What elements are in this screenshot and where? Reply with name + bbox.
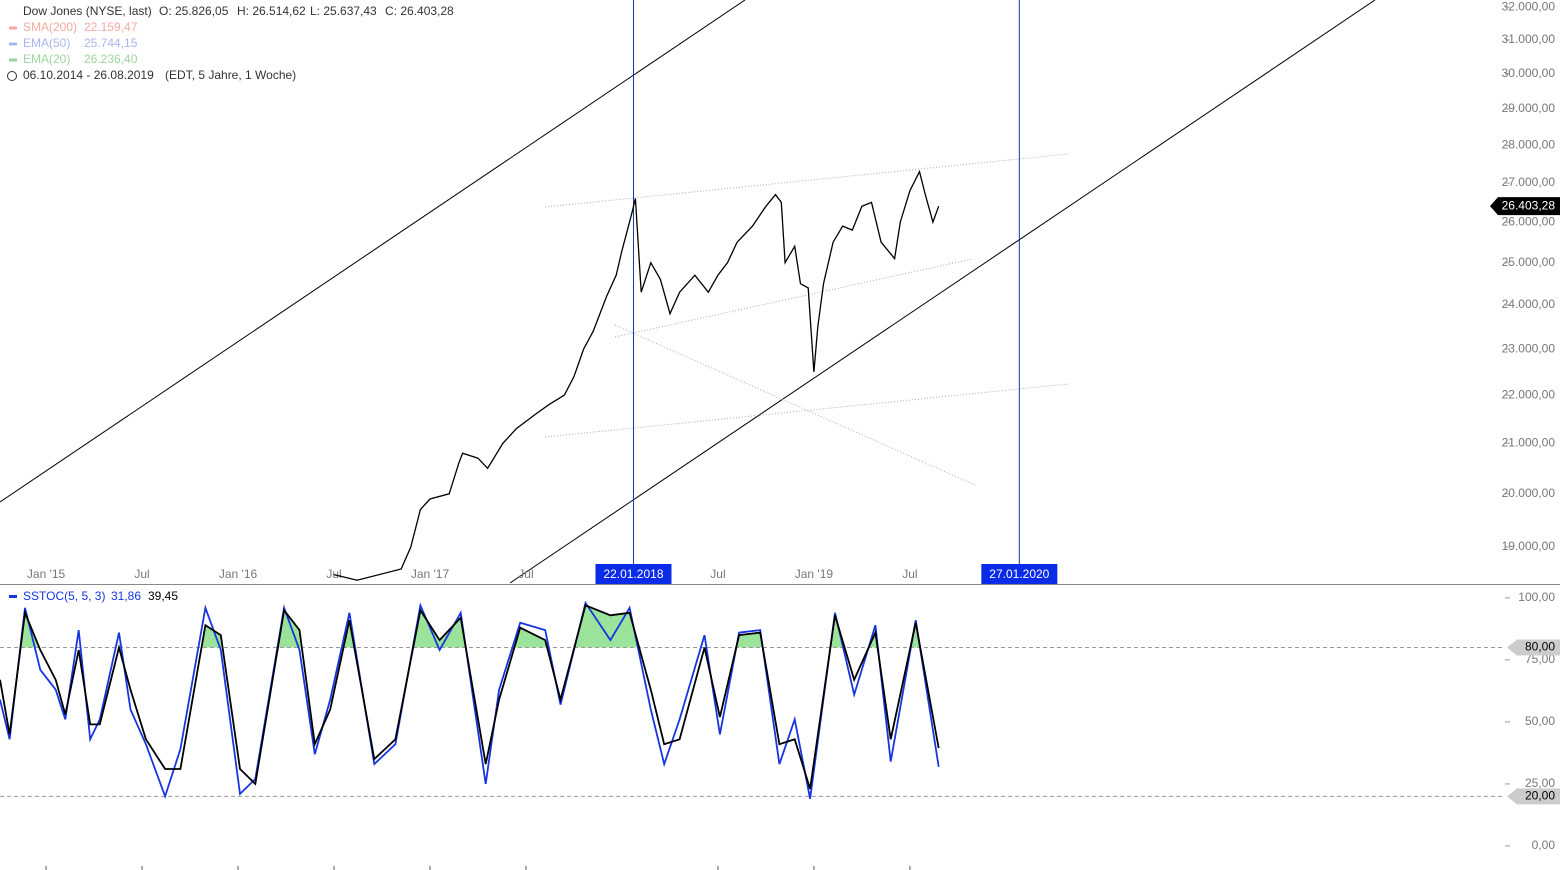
y-tick-label: 26.000,00 bbox=[1502, 214, 1556, 228]
legend-swatch bbox=[9, 26, 17, 30]
x-tick-label: Jul bbox=[710, 567, 725, 581]
y-tick-label: 25,00 bbox=[1525, 776, 1555, 790]
legend-name: SMA(200) bbox=[23, 20, 77, 34]
trend-line bbox=[509, 0, 1376, 584]
level-label: 80,00 bbox=[1525, 640, 1555, 654]
y-tick-label: 100,00 bbox=[1518, 590, 1555, 604]
x-tick-label: Jan '17 bbox=[411, 567, 450, 581]
channel-lines bbox=[544, 153, 1069, 486]
data-line bbox=[0, 600, 940, 800]
indicator-title: SSTOC(5, 5, 3) bbox=[23, 589, 105, 603]
indicator-value: 31,86 bbox=[111, 589, 141, 603]
y-tick-label: 21.000,00 bbox=[1502, 435, 1556, 449]
date-marker-box bbox=[981, 564, 1058, 584]
x-tick-label: Jul bbox=[134, 567, 149, 581]
last-price-tag bbox=[1490, 197, 1560, 216]
y-tick-label: 23.000,00 bbox=[1502, 341, 1556, 355]
x-tick-label: Jan '19 bbox=[795, 567, 834, 581]
legend-swatch bbox=[9, 42, 17, 46]
x-tick-label: Jul bbox=[326, 567, 341, 581]
data-line bbox=[333, 169, 940, 581]
last-price-label: 26.403,28 bbox=[1502, 198, 1556, 212]
channel-line bbox=[544, 383, 1069, 438]
y-tick-label: 27.000,00 bbox=[1502, 175, 1556, 189]
legend-name: EMA(20) bbox=[23, 52, 70, 66]
legend-value: 25.744,15 bbox=[84, 36, 138, 50]
y-tick-label: 0,00 bbox=[1532, 838, 1556, 852]
period: (EDT, 5 Jahre, 1 Woche) bbox=[165, 68, 296, 82]
overbought-area bbox=[20, 605, 921, 648]
channel-line bbox=[544, 153, 1069, 208]
y-tick-label: 22.000,00 bbox=[1502, 387, 1556, 401]
ohlc: O: 25.826,05 bbox=[159, 4, 229, 18]
date-marker-box bbox=[595, 564, 672, 584]
x-tick-label: Jul bbox=[902, 567, 917, 581]
ohlc: L: 25.637,43 bbox=[310, 4, 377, 18]
legend-value: 26.236,40 bbox=[84, 52, 138, 66]
y-tick-label: 20.000,00 bbox=[1502, 486, 1556, 500]
date-marker-label: 27.01.2020 bbox=[989, 567, 1049, 581]
y-tick-label: 29.000,00 bbox=[1502, 101, 1556, 115]
indicator-icon bbox=[9, 595, 17, 598]
ohlc: H: 26.514,62 bbox=[237, 4, 306, 18]
level-label: 20,00 bbox=[1525, 789, 1555, 803]
channel-line bbox=[614, 324, 976, 486]
indicator-value: 39,45 bbox=[148, 589, 178, 603]
channel-line bbox=[614, 258, 973, 338]
x-tick-label: Jan '15 bbox=[27, 567, 66, 581]
date-marker-label: 22.01.2018 bbox=[603, 567, 663, 581]
x-tick-label: Jan '16 bbox=[219, 567, 258, 581]
legend-value: 22.159,47 bbox=[84, 20, 138, 34]
y-tick-label: 31.000,00 bbox=[1502, 32, 1556, 46]
y-tick-label: 19.000,00 bbox=[1502, 539, 1556, 553]
legend-name: EMA(50) bbox=[23, 36, 70, 50]
date-range: 06.10.2014 - 26.08.2019 bbox=[23, 68, 154, 82]
y-tick-label: 32.000,00 bbox=[1502, 0, 1556, 13]
legend-swatch bbox=[9, 58, 17, 62]
y-tick-label: 28.000,00 bbox=[1502, 138, 1556, 152]
y-tick-label: 25.000,00 bbox=[1502, 255, 1556, 269]
level-tag bbox=[1507, 788, 1560, 805]
chart-title: Dow Jones (NYSE, last) bbox=[23, 4, 152, 18]
x-tick-label: Jul bbox=[518, 567, 533, 581]
level-tag bbox=[1507, 639, 1560, 656]
y-tick-label: 30.000,00 bbox=[1502, 66, 1556, 80]
y-tick-label: 75,00 bbox=[1525, 652, 1555, 666]
trend-line bbox=[0, 0, 746, 503]
y-tick-label: 50,00 bbox=[1525, 714, 1555, 728]
ohlc: C: 26.403,28 bbox=[385, 4, 454, 18]
y-tick-label: 24.000,00 bbox=[1502, 297, 1556, 311]
data-line bbox=[0, 604, 940, 790]
clock-icon bbox=[7, 71, 17, 81]
